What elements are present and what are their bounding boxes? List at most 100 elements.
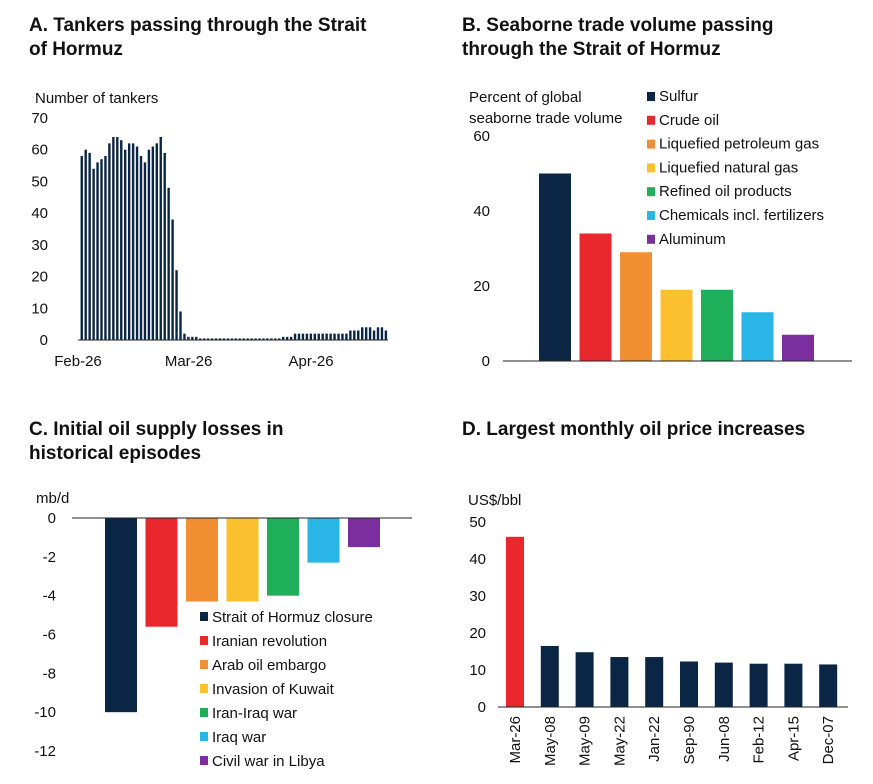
panel-a-ytick-label: 70	[31, 110, 48, 127]
panel-a-bar	[135, 146, 139, 340]
panel-a-bar	[226, 338, 230, 340]
panel-b-ylabel-line1: Percent of global	[469, 89, 582, 106]
panel-a-ytick-label: 40	[31, 205, 48, 222]
panel-a-bar	[127, 143, 131, 340]
panel-a-bar	[143, 162, 147, 340]
panel-a-bar	[155, 143, 158, 340]
panel-b-legend-swatch	[647, 187, 655, 197]
panel-a-bar	[361, 327, 364, 340]
panel-b-ylabel-line2: seaborne trade volume	[469, 110, 622, 127]
panel-a-ytick-label: 50	[31, 173, 48, 190]
panel-a-bar	[175, 270, 178, 340]
panel-d-title: D. Largest monthly oil price increases	[462, 418, 805, 442]
panel-c-ytick-label: -10	[34, 704, 56, 721]
panel-c-title-line2: historical episodes	[29, 443, 202, 464]
panel-a-bar	[289, 336, 293, 340]
panel-b-legend-swatch	[647, 92, 655, 101]
panel-d-xtick-label: Mar-26	[507, 716, 524, 764]
panel-a-bar	[250, 338, 253, 340]
panel-d-xtick-label: Feb-12	[751, 716, 768, 764]
panel-c-ytick-label: -6	[43, 627, 56, 644]
panel-b-bar	[741, 312, 774, 361]
panel-a-bar	[258, 338, 261, 340]
panel-b-ytick-label: 60	[473, 128, 490, 145]
panel-a-bar	[333, 333, 336, 340]
panel-c-legend-swatch	[200, 756, 208, 765]
panel-c-bar	[267, 518, 299, 596]
panel-a-bar	[301, 333, 305, 340]
panel-b-bar	[660, 289, 693, 361]
panel-d-xtick-label: Jan-22	[646, 716, 663, 762]
panel-d-ytick-label: 0	[478, 699, 486, 716]
panel-b-legend-swatch	[647, 163, 655, 173]
panel-a-bar	[285, 336, 289, 340]
panel-a-bar	[274, 338, 277, 340]
panel-c-ytick-label: -4	[43, 588, 56, 605]
panel-a-bar	[222, 338, 226, 340]
panel-d-ytick-label: 10	[469, 662, 486, 679]
panel-a-bar	[254, 338, 257, 340]
panel-a-bar	[309, 333, 313, 340]
panel-c-legend-label: Civil war in Libya	[212, 753, 325, 770]
panel-a-bar	[364, 327, 368, 340]
panel-a-bar	[171, 219, 174, 340]
panel-c-bar	[105, 518, 137, 713]
panel-a-bar	[218, 338, 222, 340]
panel-a-bar	[131, 143, 135, 340]
panel-c-ytick-label: 0	[48, 510, 56, 527]
panel-b-legend-label: Sulfur	[659, 88, 698, 105]
panel-a-bar	[210, 338, 214, 340]
panel-a-bar	[199, 338, 202, 340]
panel-b-bar	[579, 233, 612, 361]
panel-a-bar	[112, 137, 115, 340]
panel-a-bar	[100, 159, 103, 340]
panel-c-legend-label: Iranian revolution	[212, 633, 327, 650]
panel-a-title-line1: A. Tankers passing through the Strait	[29, 15, 367, 36]
panel-b-ytick-label: 40	[473, 203, 490, 220]
panel-b-legend-swatch	[647, 139, 655, 149]
panel-b-title-line1: B. Seaborne trade volume passing	[462, 15, 774, 36]
panel-a-bar	[372, 330, 376, 340]
panel-a-title-line2: of Hormuz	[29, 39, 123, 60]
panel-c-legend-label: Iraq war	[212, 729, 266, 746]
panel-d-bar	[714, 662, 733, 707]
panel-d-bar	[680, 661, 698, 707]
panel-b-legend-swatch	[647, 234, 655, 244]
panel-c-ytick-label: -8	[43, 665, 56, 682]
panel-c-bar	[186, 518, 218, 602]
panel-c-legend-label: Invasion of Kuwait	[212, 681, 335, 698]
panel-b-legend-swatch	[647, 211, 655, 220]
panel-a-bar	[230, 338, 234, 340]
panel-a-bar	[234, 338, 237, 340]
panel-b-legend-label: Refined oil products	[659, 183, 792, 200]
panel-a-bar	[297, 333, 301, 340]
panel-a-bar	[206, 338, 210, 340]
panel-d-bar	[610, 657, 629, 707]
panel-a-bar	[380, 327, 384, 340]
panel-c-legend-swatch	[200, 732, 208, 741]
panel-a-bar	[191, 336, 194, 340]
panel-a-bar	[337, 333, 340, 340]
panel-a-bar	[92, 168, 95, 340]
panel-d-bar	[645, 657, 664, 707]
panel-b-bar	[701, 289, 733, 361]
panel-d-bar	[506, 536, 524, 707]
panel-a-bar	[195, 336, 198, 340]
panel-a-bar	[96, 162, 99, 340]
panel-a-bar	[238, 338, 241, 340]
panel-a-bar	[124, 149, 127, 340]
panel-a-bar	[368, 327, 372, 340]
panel-c-ylabel: mb/d	[36, 490, 69, 507]
panel-c-bar	[145, 518, 178, 627]
panel-c-legend-label: Iran-Iraq war	[212, 705, 297, 722]
panel-d-title-line1: D. Largest monthly oil price increases	[462, 419, 806, 440]
panel-c-legend-swatch	[200, 636, 208, 645]
panel-a-bar	[270, 338, 273, 340]
panel-a-bar	[84, 149, 87, 340]
panel-a-bar	[341, 333, 344, 340]
panel-c-legend-label: Arab oil embargo	[212, 657, 326, 674]
panel-a-bar	[357, 330, 360, 340]
panel-a-bar	[282, 336, 285, 340]
panel-c-ytick-label: -2	[43, 549, 56, 566]
